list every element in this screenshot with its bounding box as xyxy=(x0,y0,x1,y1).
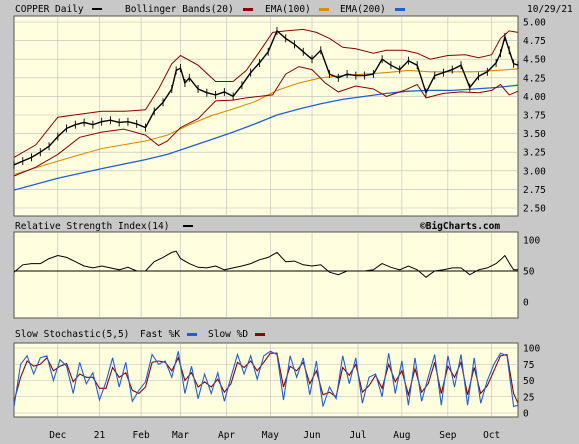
stoch-title: Slow Stochastic(5,5) xyxy=(15,329,129,340)
rsi-series xyxy=(13,250,518,278)
x-tick-label: Oct xyxy=(483,430,500,441)
rsi-ytick-label: 100 xyxy=(523,236,540,247)
rsi-watermark: ©BigCharts.com xyxy=(420,221,500,232)
x-tick-label: Sep xyxy=(439,430,456,441)
stoch-y-axis: 100 75 50 25 0 xyxy=(523,344,540,420)
legend-ema200-label: EMA(200) xyxy=(340,4,386,15)
legend-ema200-swatch xyxy=(395,8,405,11)
x-axis-labels: Dec 21 Feb Mar Apr May Jun Jul Aug Sep Oct xyxy=(49,430,500,441)
stoch-ytick-label: 75 xyxy=(523,360,534,371)
bollinger-lower-line xyxy=(13,66,519,177)
legend-fastk-swatch xyxy=(187,333,197,336)
fast-k-line xyxy=(13,350,519,408)
stoch-ytick-label: 100 xyxy=(523,344,540,355)
rsi-y-axis: 100 50 0 xyxy=(523,236,540,309)
price-ytick-label: 5.00 xyxy=(523,18,546,29)
x-tick-label: May xyxy=(262,430,279,441)
rsi-ytick-label: 0 xyxy=(523,298,529,309)
x-tick-label: 21 xyxy=(94,430,106,441)
price-ytick-label: 3.75 xyxy=(523,111,546,122)
price-title: COPPER Daily xyxy=(15,4,84,15)
price-ytick-label: 3.00 xyxy=(523,166,546,177)
x-tick-label: Dec xyxy=(49,430,66,441)
rsi-plot-area xyxy=(13,231,519,319)
price-ytick-label: 2.50 xyxy=(523,204,546,215)
legend-bollinger-swatch xyxy=(243,8,253,11)
stoch-series xyxy=(13,350,519,408)
legend-slowd-label: Slow %D xyxy=(208,329,248,340)
price-ytick-label: 4.50 xyxy=(523,55,546,66)
legend-ema100-swatch xyxy=(319,8,329,11)
price-y-axis: 5.00 4.75 4.50 4.25 4.00 3.75 3.50 3.25 3.00 2.75… xyxy=(523,18,546,215)
x-tick-label: Aug xyxy=(393,430,410,441)
legend-slowd-swatch xyxy=(255,333,265,336)
price-header-bg xyxy=(0,0,579,16)
rsi-ytick-label: 50 xyxy=(523,267,535,278)
rsi-title: Relative Strength Index(14) xyxy=(15,221,169,232)
price-ytick-label: 4.75 xyxy=(523,36,546,47)
x-tick-label: Apr xyxy=(218,430,235,441)
price-ytick-label: 4.00 xyxy=(523,92,546,103)
legend-bollinger-label: Bollinger Bands(20) xyxy=(125,4,234,15)
price-plot-area xyxy=(13,15,519,217)
ema200-line xyxy=(13,84,519,191)
x-tick-label: Jun xyxy=(303,430,320,441)
rsi-title-swatch xyxy=(183,225,193,227)
price-title-swatch xyxy=(92,8,102,10)
slow-d-line xyxy=(13,352,519,404)
rsi-line xyxy=(13,250,518,278)
price-ytick-label: 3.25 xyxy=(523,148,546,159)
stoch-ytick-label: 50 xyxy=(523,376,535,387)
price-ytick-label: 2.75 xyxy=(523,185,546,196)
legend-ema100-label: EMA(100) xyxy=(265,4,311,15)
price-series xyxy=(13,26,519,191)
stoch-ytick-label: 0 xyxy=(523,409,529,420)
stoch-ytick-label: 25 xyxy=(523,392,534,403)
x-tick-label: Feb xyxy=(133,430,150,441)
price-ytick-label: 3.50 xyxy=(523,129,546,140)
price-date-label: 10/29/21 xyxy=(527,4,573,15)
x-tick-label: Mar xyxy=(172,430,189,441)
legend-fastk-label: Fast %K xyxy=(140,329,180,340)
bollinger-upper-line xyxy=(13,28,519,158)
price-ytick-label: 4.25 xyxy=(523,73,546,84)
x-tick-label: Jul xyxy=(349,430,366,441)
